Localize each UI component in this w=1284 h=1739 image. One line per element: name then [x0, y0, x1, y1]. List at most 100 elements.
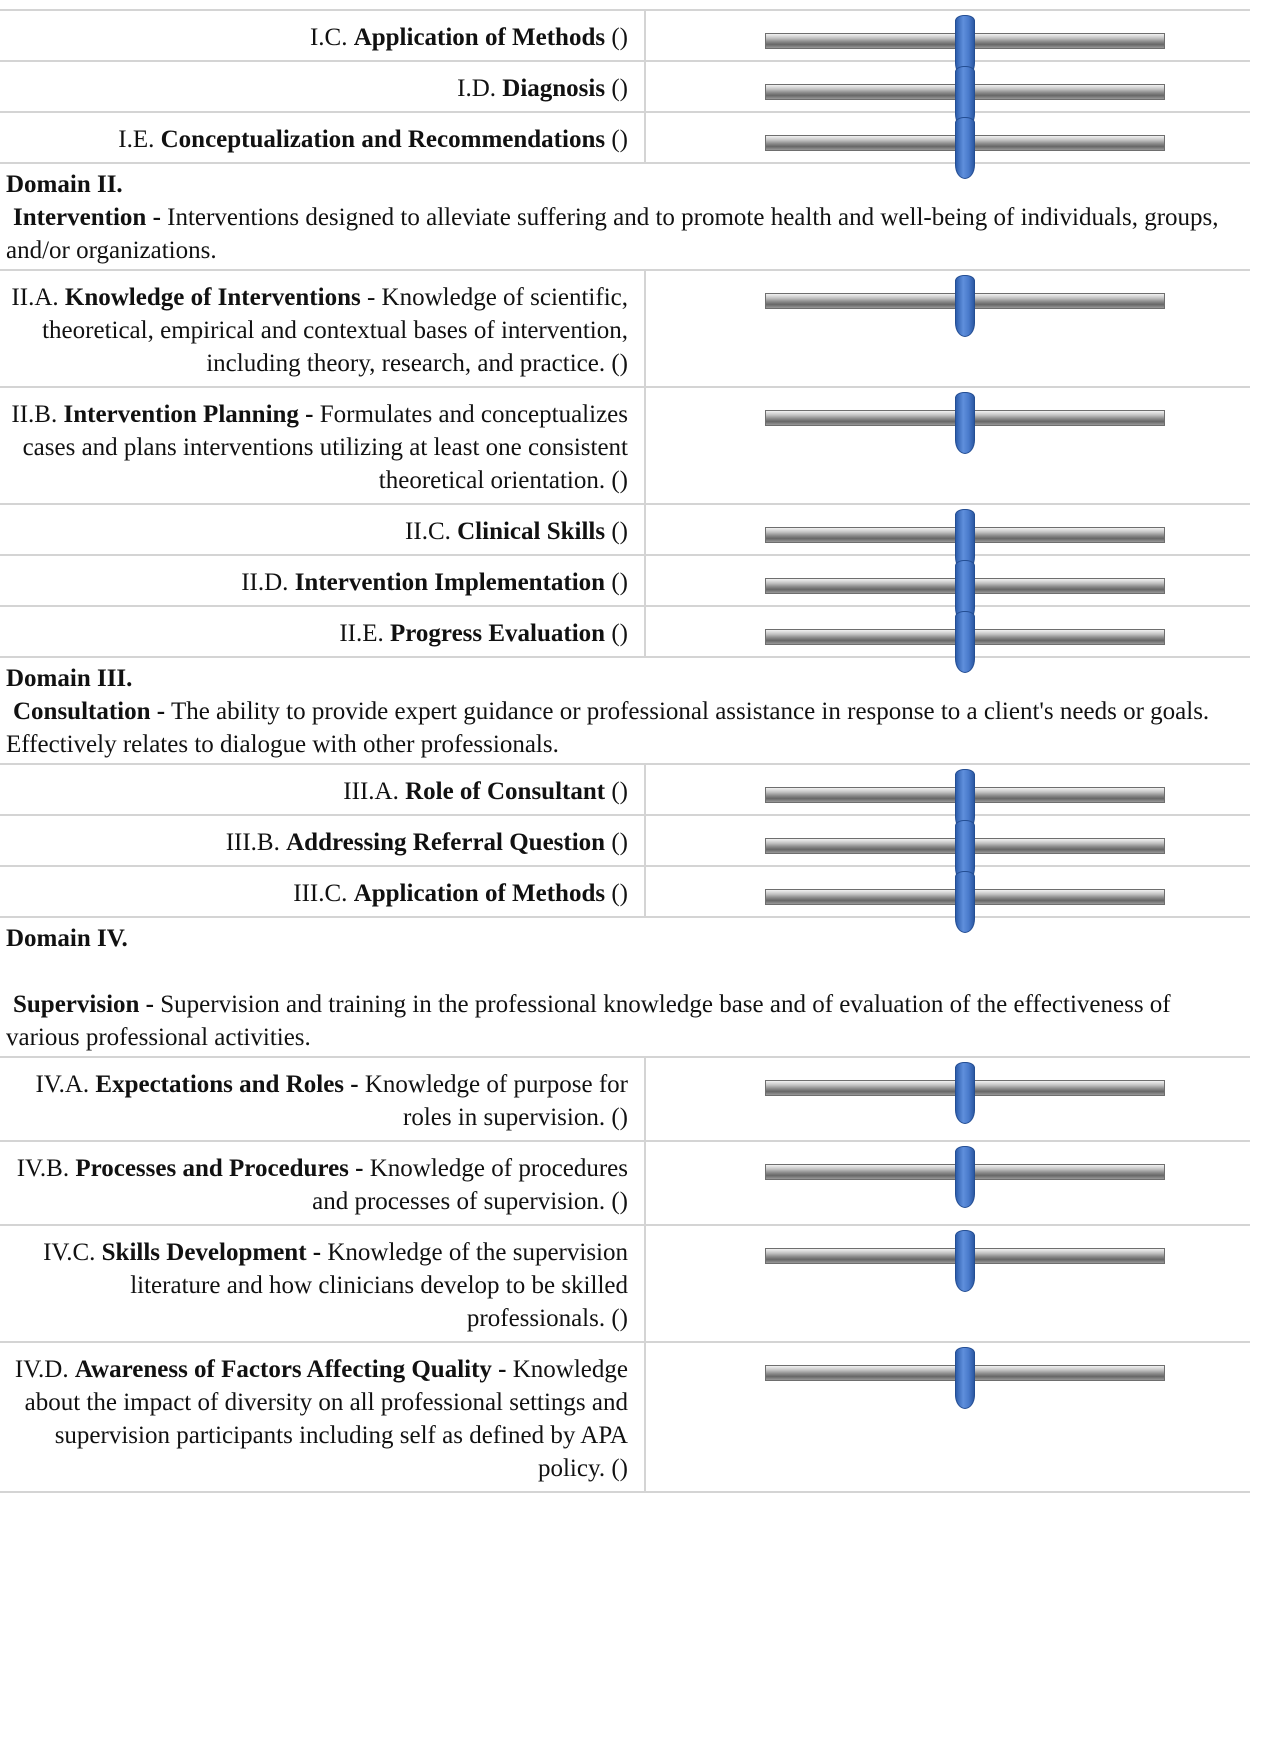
domain-desc-text: The ability to provide expert guidance o…	[6, 698, 1210, 758]
competency-rating-readout: ()	[611, 829, 628, 856]
competency-label: II.A. Knowledge of Interventions - Knowl…	[0, 271, 646, 388]
competency-label: I.D. Diagnosis ()	[0, 61, 646, 113]
domain-description: Intervention - Interventions designed to…	[6, 201, 1242, 267]
domain-description: Supervision - Supervision and training i…	[6, 988, 1242, 1054]
competency-name: Expectations and Roles -	[95, 1071, 359, 1098]
domain-header: Domain III. Consultation - The ability to…	[0, 658, 1250, 765]
slider-handle[interactable]	[955, 392, 975, 454]
slider-cell	[645, 504, 1250, 571]
form-content: I.C. Application of Methods () I.D. Diagn…	[0, 11, 1250, 1493]
competency-row: II.D. Intervention Implementation ()	[0, 555, 1250, 622]
competency-name: Application of Methods	[353, 24, 606, 51]
competency-label: II.E. Progress Evaluation ()	[0, 606, 646, 658]
competency-desc: Knowledge of purpose for roles in superv…	[358, 1071, 628, 1131]
domain-description: Consultation - The ability to provide ex…	[6, 695, 1242, 761]
competency-name: Awareness of Factors Affecting Quality -	[74, 1356, 507, 1383]
domain-name: Consultation -	[13, 698, 166, 725]
competency-label: II.C. Clinical Skills ()	[0, 504, 646, 556]
competency-table: II.A. Knowledge of Interventions - Knowl…	[0, 271, 1250, 673]
competency-label: III.B. Addressing Referral Question ()	[0, 815, 646, 867]
competency-code: IV.B.	[16, 1155, 70, 1182]
competency-row: III.B. Addressing Referral Question ()	[0, 815, 1250, 882]
competency-rating-readout: ()	[611, 350, 628, 377]
competency-desc: Knowledge of procedures and processes of…	[312, 1155, 628, 1215]
competency-code: II.B.	[11, 401, 58, 428]
competency-rating-readout: ()	[611, 620, 628, 647]
competency-rating-readout: ()	[611, 1104, 628, 1131]
competency-row: I.D. Diagnosis ()	[0, 61, 1250, 128]
competency-code: II.E.	[339, 620, 384, 647]
competency-name: Addressing Referral Question	[286, 829, 606, 856]
top-rule	[0, 0, 1250, 11]
competency-row: I.C. Application of Methods ()	[0, 11, 1250, 77]
competency-table: III.A. Role of Consultant () III.B. Addre…	[0, 765, 1250, 933]
slider-cell	[645, 1141, 1250, 1226]
domain-title: Domain IV.	[6, 925, 128, 952]
domain-title: Domain III.	[6, 665, 133, 692]
competency-row: II.B. Intervention Planning - Formulates…	[0, 387, 1250, 505]
slider-handle[interactable]	[955, 1347, 975, 1409]
domain-title: Domain II.	[6, 171, 123, 198]
competency-name: Diagnosis	[502, 75, 606, 102]
domain-header: Domain II. Intervention - Interventions d…	[0, 164, 1250, 271]
slider-cell	[645, 387, 1250, 505]
slider-cell	[645, 866, 1250, 933]
competency-rating-readout: ()	[611, 1305, 628, 1332]
competency-rating-readout: ()	[611, 880, 628, 907]
slider-cell	[645, 815, 1250, 882]
competency-desc: - Knowledge of scientific, theoretical, …	[42, 284, 628, 377]
slider-handle[interactable]	[955, 611, 975, 673]
domain-name: Intervention -	[13, 204, 161, 231]
competency-label: II.B. Intervention Planning - Formulates…	[0, 387, 646, 505]
slider-cell	[645, 112, 1250, 179]
competency-rating-readout: ()	[611, 75, 628, 102]
competency-row: III.A. Role of Consultant ()	[0, 765, 1250, 831]
slider-handle[interactable]	[955, 1062, 975, 1124]
competency-rating-readout: ()	[611, 569, 628, 596]
slider-handle[interactable]	[955, 117, 975, 179]
competency-code: III.C.	[293, 880, 348, 907]
slider-cell	[645, 765, 1250, 831]
competency-table: IV.A. Expectations and Roles - Knowledge…	[0, 1058, 1250, 1493]
evaluation-form: I.C. Application of Methods () I.D. Diagn…	[0, 0, 1250, 1493]
competency-row: II.A. Knowledge of Interventions - Knowl…	[0, 271, 1250, 388]
competency-row: II.C. Clinical Skills ()	[0, 504, 1250, 571]
competency-rating-readout: ()	[611, 467, 628, 494]
competency-row: IV.D. Awareness of Factors Affecting Qua…	[0, 1342, 1250, 1493]
domain-header: Domain IV. Supervision - Supervision and …	[0, 918, 1250, 1058]
competency-code: III.A.	[343, 778, 399, 805]
competency-label: I.E. Conceptualization and Recommendatio…	[0, 112, 646, 164]
competency-label: II.D. Intervention Implementation ()	[0, 555, 646, 607]
slider-cell	[645, 1058, 1250, 1142]
competency-row: IV.B. Processes and Procedures - Knowled…	[0, 1141, 1250, 1226]
slider-handle[interactable]	[955, 1146, 975, 1208]
competency-name: Intervention Planning -	[63, 401, 314, 428]
competency-code: IV.D.	[14, 1356, 69, 1383]
slider-handle[interactable]	[955, 275, 975, 337]
competency-desc: Formulates and conceptualizes cases and …	[22, 401, 628, 494]
competency-label: IV.B. Processes and Procedures - Knowled…	[0, 1141, 646, 1226]
domain-desc-text: Supervision and training in the professi…	[6, 991, 1171, 1051]
competency-code: I.C.	[309, 24, 348, 51]
competency-row: IV.A. Expectations and Roles - Knowledge…	[0, 1058, 1250, 1142]
competency-name: Progress Evaluation	[390, 620, 606, 647]
slider-cell	[645, 11, 1250, 77]
competency-label: III.C. Application of Methods ()	[0, 866, 646, 918]
competency-label: I.C. Application of Methods ()	[0, 11, 646, 62]
competency-label: III.A. Role of Consultant ()	[0, 765, 646, 816]
competency-rating-readout: ()	[611, 518, 628, 545]
competency-label: IV.A. Expectations and Roles - Knowledge…	[0, 1058, 646, 1142]
domain-spacer	[6, 955, 1242, 988]
competency-code: I.D.	[457, 75, 497, 102]
slider-cell	[645, 61, 1250, 128]
competency-name: Role of Consultant	[405, 778, 606, 805]
slider-handle[interactable]	[955, 1230, 975, 1292]
competency-code: I.E.	[118, 126, 155, 153]
competency-name: Intervention Implementation	[294, 569, 606, 596]
competency-rating-readout: ()	[611, 1455, 628, 1482]
competency-name: Processes and Procedures -	[75, 1155, 364, 1182]
competency-table: I.C. Application of Methods () I.D. Diagn…	[0, 11, 1250, 179]
competency-label: IV.C. Skills Development - Knowledge of …	[0, 1225, 646, 1343]
slider-cell	[645, 271, 1250, 388]
slider-handle[interactable]	[955, 871, 975, 933]
